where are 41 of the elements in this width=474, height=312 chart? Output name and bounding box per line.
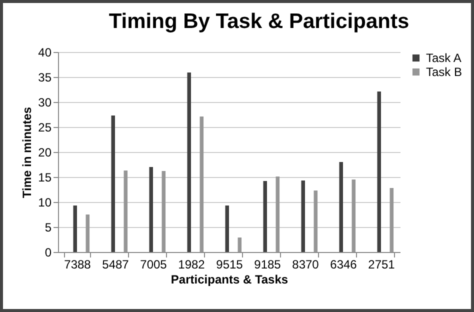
y-tick-label: 15	[38, 170, 52, 184]
y-tick-label: 40	[38, 46, 52, 60]
x-tick-label: 2751	[368, 258, 396, 272]
bar	[124, 170, 128, 252]
x-tick-label: 5487	[102, 258, 130, 272]
x-tick-label: 7388	[64, 258, 92, 272]
y-tick-label: 10	[38, 196, 52, 210]
x-tick-label: 8370	[292, 258, 320, 272]
y-axis-title: Time in minutes	[20, 106, 34, 198]
x-tick-label: 6346	[330, 258, 358, 272]
bar	[225, 206, 229, 252]
bar	[200, 116, 204, 252]
bar	[238, 238, 242, 252]
bar	[301, 180, 305, 252]
legend-label: Task A	[426, 51, 462, 65]
bar	[314, 190, 318, 252]
x-tick-label: 9185	[254, 258, 282, 272]
bar	[276, 176, 280, 252]
bar	[162, 171, 166, 252]
chart-title: Timing By Task & Participants	[108, 10, 410, 33]
x-tick-label: 7005	[140, 258, 168, 272]
bar	[377, 92, 381, 252]
bar	[187, 72, 191, 252]
x-tick-label: 1982	[178, 258, 206, 272]
y-tick-label: 25	[38, 120, 52, 134]
bar	[352, 180, 356, 252]
bar	[111, 116, 115, 252]
bar	[263, 181, 267, 252]
x-axis-title: Participants & Tasks	[170, 272, 288, 286]
y-tick-label: 20	[38, 146, 52, 160]
bar	[390, 188, 394, 252]
bar	[73, 206, 77, 252]
bar	[339, 162, 343, 252]
legend-label: Task B	[426, 65, 462, 79]
y-tick-label: 5	[44, 220, 52, 234]
y-tick-label: 30	[38, 96, 52, 110]
y-tick-label: 0	[44, 246, 52, 260]
bar	[149, 167, 153, 252]
bar	[86, 214, 90, 252]
x-tick-label: 9515	[216, 258, 244, 272]
y-tick-label: 35	[38, 70, 52, 84]
